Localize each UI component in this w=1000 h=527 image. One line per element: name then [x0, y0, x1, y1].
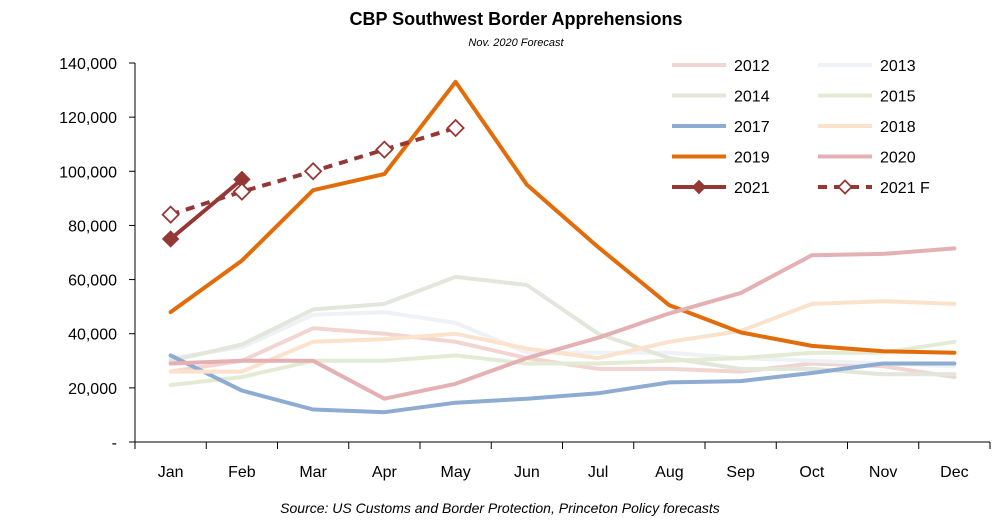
x-tick-label: Feb: [228, 464, 256, 481]
series-line-2017: [168, 353, 957, 415]
x-tick-label: Oct: [799, 464, 824, 481]
legend-item-2017: 2017: [672, 119, 770, 136]
x-tick-label: Jun: [514, 464, 540, 481]
series-2020: [168, 246, 957, 401]
y-tick-label: -: [112, 435, 117, 452]
legend-label: 2020: [880, 150, 916, 167]
series-line-2019: [168, 79, 957, 355]
chart-source: Source: US Customs and Border Protection…: [280, 500, 720, 516]
y-tick-label: 60,000: [68, 273, 117, 290]
chart-title: CBP Southwest Border Apprehensions: [349, 9, 682, 29]
legend-item-2021-f: 2021 F: [818, 179, 930, 197]
legend-item-2019: 2019: [672, 150, 770, 167]
series-2015: [168, 339, 957, 388]
y-tick-label: 20,000: [68, 381, 117, 398]
legend: 2012 2013 2014 2015 2017 2018 2019 2020 2021 2021…: [672, 58, 930, 197]
series-line-2015: [168, 339, 957, 388]
data-point: [161, 230, 180, 248]
series-2019: [168, 79, 957, 355]
data-point: [446, 118, 465, 138]
legend-label: 2021 F: [880, 180, 930, 197]
legend-label: 2017: [734, 119, 770, 136]
legend-label: 2018: [880, 119, 916, 136]
x-tick-label: Dec: [940, 464, 968, 481]
legend-marker: [837, 179, 853, 195]
x-tick-label: Jul: [588, 464, 608, 481]
series-2021: [161, 170, 251, 248]
x-tick-label: Nov: [869, 464, 897, 481]
legend-item-2020: 2020: [818, 150, 916, 167]
series-2018: [168, 299, 957, 374]
legend-label: 2015: [880, 89, 916, 106]
legend-marker: [691, 179, 707, 195]
x-tick-label: Apr: [372, 464, 398, 481]
chart-subtitle: Nov. 2020 Forecast: [468, 37, 564, 49]
y-tick-label: 40,000: [68, 327, 117, 344]
y-tick-label: 140,000: [59, 56, 117, 73]
series-line-2018: [168, 299, 957, 374]
data-point: [232, 182, 252, 201]
legend-item-2012: 2012: [672, 58, 770, 75]
legend-item-2014: 2014: [672, 89, 770, 106]
x-tick-label: May: [441, 464, 471, 481]
y-ticks: - 20,000 40,000 60,000 80,000 100,000 120,000 1…: [59, 56, 135, 452]
series-2017: [168, 353, 957, 415]
legend-label: 2013: [880, 58, 916, 75]
legend-item-2021: 2021: [672, 179, 770, 197]
series-lines: [161, 79, 957, 415]
x-tick-label: Aug: [655, 464, 683, 481]
plot-area: - 20,000 40,000 60,000 80,000 100,000 120,000 1…: [59, 56, 991, 481]
data-point: [303, 162, 323, 181]
legend-label: 2021: [734, 180, 770, 197]
legend-item-2018: 2018: [818, 119, 916, 136]
y-tick-label: 100,000: [59, 164, 117, 181]
series-line-2021: [168, 177, 244, 241]
data-point: [161, 205, 180, 224]
legend-label: 2014: [734, 89, 770, 106]
legend-item-2015: 2015: [818, 89, 916, 106]
series-line-2020: [168, 246, 957, 401]
x-ticks: Jan Feb Mar Apr May Jun Jul Aug Sep Oct Nov Dec: [134, 442, 991, 481]
x-tick-label: Jan: [158, 464, 184, 481]
legend-label: 2012: [734, 58, 770, 75]
data-point: [375, 140, 394, 159]
x-tick-label: Mar: [299, 464, 327, 481]
legend-item-2013: 2013: [818, 58, 916, 75]
series-2021-f: [161, 118, 465, 224]
y-tick-label: 80,000: [68, 218, 117, 235]
x-tick-label: Sep: [726, 464, 755, 481]
legend-label: 2019: [734, 150, 770, 167]
y-tick-label: 120,000: [59, 110, 117, 127]
